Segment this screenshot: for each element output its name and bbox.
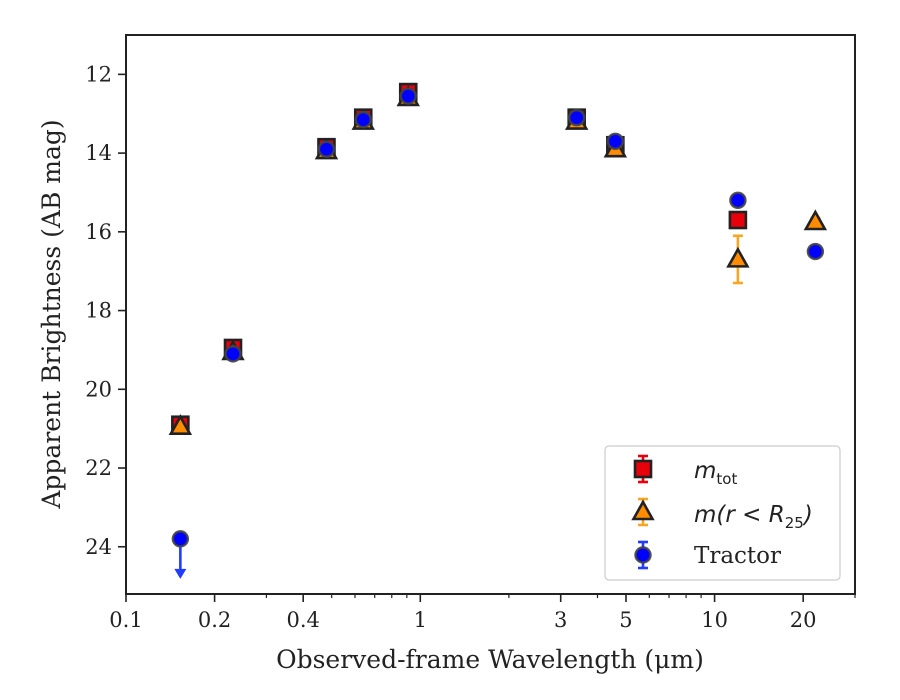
x-tick-label: 3	[554, 608, 567, 632]
data-point-tractor	[317, 140, 336, 158]
series-tractor	[171, 87, 825, 579]
legend-frame	[604, 445, 841, 581]
y-axis-title: Apparent Brightness (AB mag)	[37, 119, 66, 509]
upper-limit-arrowhead	[174, 568, 187, 579]
legend-entry-m-tot: mtot	[694, 458, 737, 488]
x-tick-label: 10	[701, 608, 728, 632]
y-tick-label: 24	[85, 535, 112, 559]
x-tick-label: 20	[790, 608, 817, 632]
y-tick-label: 12	[85, 62, 112, 86]
x-tick-label: 5	[619, 608, 632, 632]
legend-entry-tractor: Tractor	[694, 543, 781, 569]
y-tick-label: 14	[85, 141, 112, 165]
data-point-m-tot	[728, 210, 748, 230]
legend-handle-m-r25	[631, 497, 655, 527]
x-tick-label: 1	[414, 608, 427, 632]
plot-frame	[125, 34, 856, 595]
y-tick-label: 16	[85, 220, 112, 244]
axis-ticks: 0.1 0.2 0.4 1 3 5 10 20 12 14 16 18 20 22 24	[85, 62, 856, 632]
legend: mtot m(r < R25) Tractor	[604, 445, 841, 581]
data-point-tractor	[354, 110, 372, 129]
x-tick-label: 0.2	[198, 608, 231, 632]
y-tick-label: 18	[85, 299, 112, 323]
legend-handles	[631, 454, 655, 570]
data-point-tractor	[224, 345, 242, 363]
data-point-tractor	[399, 87, 417, 105]
data-point-tractor	[729, 191, 747, 210]
x-axis-title: Observed-frame Wavelength (μm)	[276, 645, 704, 674]
data-marks	[168, 82, 828, 579]
x-tick-label: 0.1	[109, 608, 142, 632]
legend-handle-tractor	[634, 540, 652, 570]
data-point-m-r25	[168, 414, 193, 435]
data-point-m-r25	[726, 246, 750, 268]
legend-marker-m-tot	[633, 459, 653, 479]
legend-marker-m-r25	[631, 499, 655, 521]
data-point-tractor	[171, 530, 190, 548]
data-point-tractor	[568, 108, 586, 127]
data-point-tractor	[806, 242, 825, 261]
y-tick-label: 22	[85, 456, 112, 480]
data-point-m-r25	[803, 209, 828, 231]
x-tick-label: 0.4	[286, 608, 319, 632]
legend-marker-tractor	[634, 546, 652, 564]
data-point-tractor	[606, 132, 625, 150]
legend-entry-m-r25: m(r < R25)	[694, 502, 813, 532]
y-tick-label: 20	[85, 377, 112, 401]
legend-handle-m-tot	[633, 454, 653, 484]
